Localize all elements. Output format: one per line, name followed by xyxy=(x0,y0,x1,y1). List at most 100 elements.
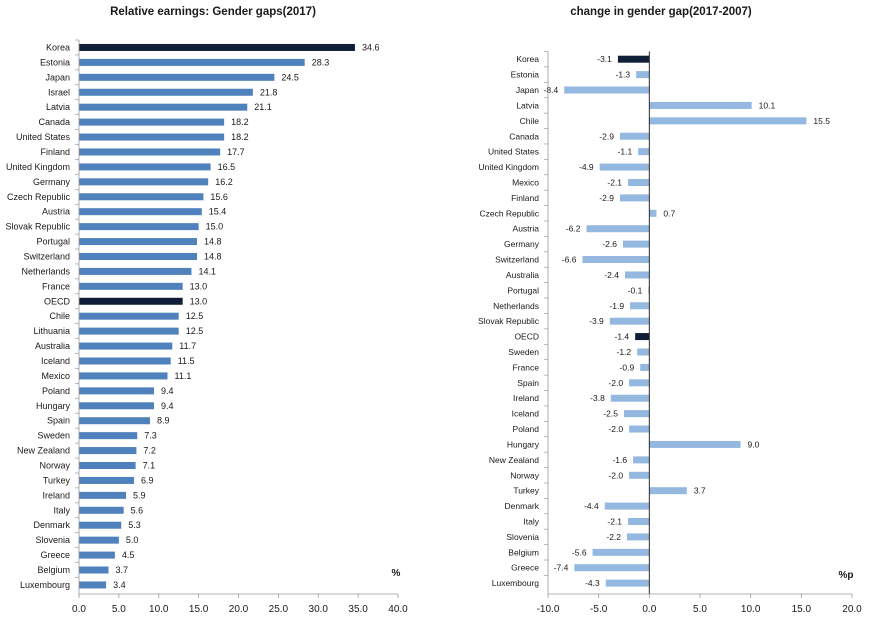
value-label-united-states: -1.1 xyxy=(618,147,633,157)
bar-luxembourg xyxy=(79,581,107,589)
bar-czech-republic xyxy=(79,193,204,201)
bar-united-kingdom xyxy=(79,163,211,171)
value-label-portugal: -0.1 xyxy=(628,285,643,295)
x-tick-label: 10.0 xyxy=(741,604,761,615)
value-label-norway: -2.0 xyxy=(608,470,623,480)
x-tick-label: 0.0 xyxy=(72,604,86,615)
value-label-italy: 5.6 xyxy=(131,505,144,515)
value-label-ireland: -3.8 xyxy=(590,393,605,403)
value-label-france: -0.9 xyxy=(620,362,635,372)
value-label-portugal: 14.8 xyxy=(204,237,222,247)
category-label-italy: Italy xyxy=(53,505,70,515)
value-label-czech-republic: 15.6 xyxy=(210,192,228,202)
value-label-netherlands: -1.9 xyxy=(609,301,624,311)
category-label-portugal: Portugal xyxy=(36,237,70,247)
bar-australia xyxy=(625,271,650,279)
bar-israel xyxy=(79,88,253,96)
chart-title: change in gender gap(2017-2007) xyxy=(570,6,752,18)
value-label-chile: 12.5 xyxy=(186,311,204,321)
gender-gap-change-chart: change in gender gap(2017-2007) Korea -3.1… xyxy=(478,6,862,615)
category-label-norway: Norway xyxy=(39,461,70,471)
value-label-norway: 7.1 xyxy=(143,461,156,471)
x-tick-label: 0.0 xyxy=(642,604,656,615)
bar-greece xyxy=(79,551,115,559)
value-label-hungary: 9.4 xyxy=(161,401,174,411)
category-label-slovenia: Slovenia xyxy=(506,532,539,542)
value-label-chile: 15.5 xyxy=(813,116,830,126)
category-label-spain: Spain xyxy=(47,416,70,426)
category-label-mexico: Mexico xyxy=(41,371,70,381)
bar-spain xyxy=(79,417,150,425)
bar-slovenia xyxy=(627,533,650,541)
category-label-united-states: United States xyxy=(16,132,71,142)
value-label-sweden: -1.2 xyxy=(617,347,632,357)
value-label-australia: 11.7 xyxy=(179,341,196,351)
bar-switzerland xyxy=(79,252,198,260)
category-label-finland: Finland xyxy=(40,147,70,157)
x-tick-label: 15.0 xyxy=(189,604,209,615)
bar-italy xyxy=(79,506,124,514)
category-label-turkey: Turkey xyxy=(513,486,539,496)
value-label-switzerland: -6.6 xyxy=(562,255,577,265)
value-label-united-states: 18.2 xyxy=(231,132,249,142)
value-label-united-kingdom: -4.9 xyxy=(579,162,594,172)
x-tick-label: 40.0 xyxy=(388,604,408,615)
category-label-switzerland: Switzerland xyxy=(495,255,539,265)
bar-luxembourg xyxy=(605,579,650,587)
category-label-germany: Germany xyxy=(504,239,540,249)
category-label-greece: Greece xyxy=(40,550,70,560)
bar-belgium xyxy=(592,548,650,556)
value-label-israel: 21.8 xyxy=(260,87,278,97)
bar-spain xyxy=(629,379,650,387)
gender-gap-2017-chart: Relative earnings: Gender gaps(2017) Kore… xyxy=(5,6,408,615)
category-label-ireland: Ireland xyxy=(42,490,70,500)
bar-canada xyxy=(619,132,650,140)
bar-denmark xyxy=(604,502,650,510)
value-label-greece: 4.5 xyxy=(122,550,135,560)
category-label-chile: Chile xyxy=(49,311,70,321)
bar-hungary xyxy=(79,402,154,410)
value-label-ireland: 5.9 xyxy=(133,490,146,500)
category-label-turkey: Turkey xyxy=(43,475,71,485)
category-label-austria: Austria xyxy=(42,207,70,217)
category-label-netherlands: Netherlands xyxy=(21,266,70,276)
value-label-germany: -2.6 xyxy=(602,239,617,249)
bar-mexico xyxy=(79,372,168,380)
category-label-estonia: Estonia xyxy=(511,70,540,80)
category-label-iceland: Iceland xyxy=(512,409,540,419)
value-label-korea: -3.1 xyxy=(597,54,612,64)
bar-germany xyxy=(622,240,650,248)
bar-chile xyxy=(79,312,179,320)
category-label-korea: Korea xyxy=(516,54,539,64)
value-label-poland: 9.4 xyxy=(161,386,174,396)
category-label-sweden: Sweden xyxy=(508,347,539,357)
category-label-poland: Poland xyxy=(513,424,540,434)
category-label-lithuania: Lithuania xyxy=(33,326,70,336)
category-label-france: France xyxy=(42,281,70,291)
bar-switzerland xyxy=(582,256,650,264)
bar-united-states xyxy=(638,148,650,156)
category-label-australia: Australia xyxy=(35,341,70,351)
value-label-luxembourg: -4.3 xyxy=(585,578,600,588)
bar-sweden xyxy=(637,348,650,356)
bar-japan xyxy=(564,86,650,94)
bar-united-kingdom xyxy=(599,163,650,171)
category-label-canada: Canada xyxy=(509,131,539,141)
bar-latvia xyxy=(79,103,248,111)
category-label-denmark: Denmark xyxy=(505,501,540,511)
category-label-spain: Spain xyxy=(517,378,539,388)
x-tick-label: 5.0 xyxy=(693,604,707,615)
category-label-oecd: OECD xyxy=(514,332,539,342)
bar-estonia xyxy=(636,71,650,79)
bar-united-states xyxy=(79,133,225,141)
value-label-slovak-republic: -3.9 xyxy=(589,316,604,326)
x-tick-label: 10.0 xyxy=(149,604,169,615)
value-label-poland: -2.0 xyxy=(608,424,623,434)
category-label-japan: Japan xyxy=(45,72,70,82)
bar-netherlands xyxy=(79,267,192,275)
value-label-italy: -2.1 xyxy=(607,517,622,527)
value-label-slovenia: -2.2 xyxy=(606,532,621,542)
bar-austria xyxy=(586,225,650,233)
x-tick-label: 5.0 xyxy=(112,604,126,615)
bar-australia xyxy=(79,342,173,350)
